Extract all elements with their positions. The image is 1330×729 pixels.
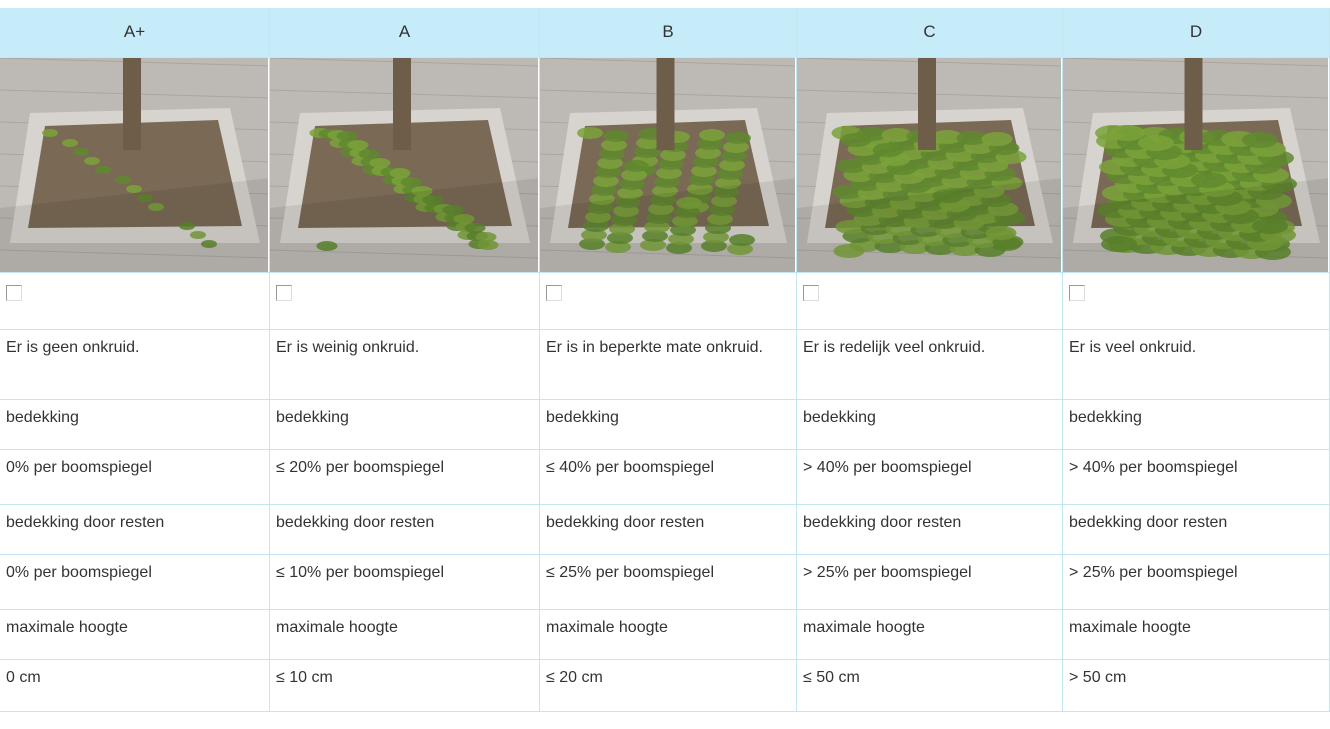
checkbox[interactable] [803,285,819,301]
photo-cell [797,58,1063,273]
text-cell: Er is in beperkte mate onkruid. [540,330,797,400]
text-cell: ≤ 10 cm [270,660,540,712]
text-cell: bedekking [797,400,1063,450]
photo [540,58,795,272]
text-cell: bedekking door resten [1063,505,1330,555]
text-cell: bedekking [270,400,540,450]
photo [1063,58,1328,272]
checkbox[interactable] [6,285,22,301]
checkbox-cell [797,273,1063,330]
checkbox-cell [1063,273,1330,330]
photo-cell [270,58,540,273]
text-cell: ≤ 50 cm [797,660,1063,712]
header-cell: D [1063,8,1330,58]
checkbox[interactable] [1069,285,1085,301]
photo [797,58,1061,272]
text-cell: 0% per boomspiegel [0,450,270,505]
text-cell: ≤ 10% per boomspiegel [270,555,540,610]
text-cell: maximale hoogte [1063,610,1330,660]
header-cell: A+ [0,8,270,58]
photo [270,58,538,272]
text-cell: > 25% per boomspiegel [1063,555,1330,610]
text-cell: ≤ 20 cm [540,660,797,712]
photo-cell [0,58,270,273]
text-cell: ≤ 40% per boomspiegel [540,450,797,505]
checkbox-cell [270,273,540,330]
text-cell: ≤ 20% per boomspiegel [270,450,540,505]
text-cell: bedekking door resten [0,505,270,555]
text-cell: maximale hoogte [270,610,540,660]
text-cell: bedekking [1063,400,1330,450]
text-cell: maximale hoogte [0,610,270,660]
text-cell: bedekking door resten [797,505,1063,555]
text-cell: bedekking [540,400,797,450]
header-cell: C [797,8,1063,58]
text-cell: > 40% per boomspiegel [1063,450,1330,505]
text-cell: Er is redelijk veel onkruid. [797,330,1063,400]
text-cell: Er is veel onkruid. [1063,330,1330,400]
text-cell: 0 cm [0,660,270,712]
text-cell: Er is geen onkruid. [0,330,270,400]
text-cell: bedekking door resten [540,505,797,555]
text-cell: maximale hoogte [540,610,797,660]
text-cell: ≤ 25% per boomspiegel [540,555,797,610]
photo-cell [540,58,797,273]
header-cell: A [270,8,540,58]
text-cell: maximale hoogte [797,610,1063,660]
text-cell: 0% per boomspiegel [0,555,270,610]
checkbox-cell [0,273,270,330]
text-cell: bedekking door resten [270,505,540,555]
text-cell: > 50 cm [1063,660,1330,712]
text-cell: Er is weinig onkruid. [270,330,540,400]
header-cell: B [540,8,797,58]
checkbox[interactable] [276,285,292,301]
text-cell: > 40% per boomspiegel [797,450,1063,505]
checkbox-cell [540,273,797,330]
text-cell: > 25% per boomspiegel [797,555,1063,610]
photo [0,58,268,272]
photo-cell [1063,58,1330,273]
text-cell: bedekking [0,400,270,450]
checkbox[interactable] [546,285,562,301]
